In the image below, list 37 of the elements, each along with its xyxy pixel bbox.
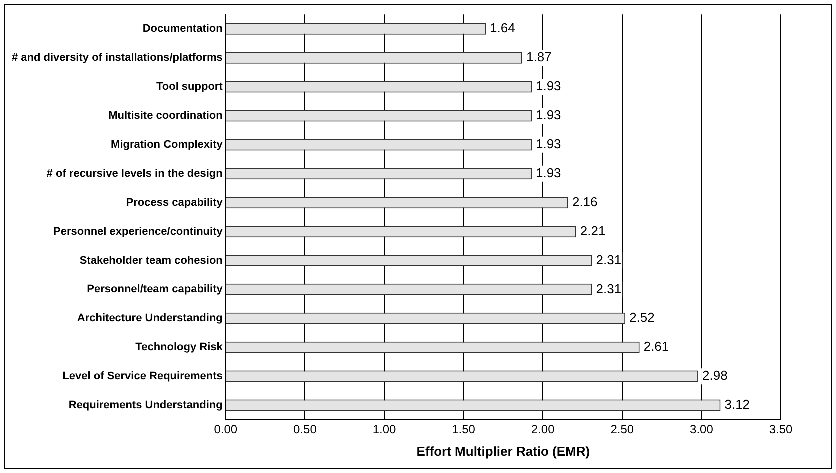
x-tick-label: 0.00: [214, 422, 238, 437]
x-axis-title: Effort Multiplier Ratio (EMR): [416, 444, 590, 459]
x-tick-label: 0.50: [294, 422, 318, 437]
y-tick-label: Personnel/team capability: [87, 284, 224, 296]
data-label: 2.61: [644, 339, 670, 354]
data-label: 1.93: [536, 108, 562, 123]
data-label: 2.21: [580, 223, 606, 238]
y-tick-label: Migration Complexity: [111, 138, 224, 151]
data-label: 2.16: [572, 194, 598, 210]
y-tick-label: # and diversity of installations/platforms: [12, 52, 223, 64]
data-label: 3.12: [724, 397, 750, 412]
y-tick-label: Level of Service Requirements: [62, 370, 223, 383]
data-label: 1.87: [526, 50, 552, 65]
y-tick-label: Personnel experience/continuity: [54, 226, 224, 238]
data-label: 1.93: [536, 165, 562, 180]
y-tick-label: Process capability: [126, 196, 224, 209]
y-tick-label: Architecture Understanding: [77, 312, 223, 325]
x-tick-label: 3.00: [690, 422, 714, 437]
y-tick-label: Requirements Understanding: [68, 400, 223, 412]
y-tick-label: Technology Risk: [136, 342, 224, 354]
x-tick-label: 3.50: [769, 422, 793, 437]
y-tick-label: Multisite coordination: [108, 110, 224, 122]
x-tick-label: 1.00: [372, 422, 396, 437]
data-label: 2.98: [702, 368, 728, 384]
data-label: 2.31: [596, 281, 622, 296]
x-tick-label: 2.50: [610, 422, 634, 437]
y-tick-label: Tool support: [156, 81, 224, 94]
y-tick-label: Stakeholder team cohesion: [80, 254, 224, 267]
data-label: 1.93: [536, 136, 562, 152]
data-label: 1.93: [536, 78, 562, 94]
x-tick-label: 1.50: [452, 422, 476, 437]
data-label: 2.52: [630, 310, 655, 326]
y-tick-label: # of recursive levels in the design: [46, 168, 224, 180]
data-label: 1.64: [490, 20, 516, 36]
data-label: 2.31: [596, 252, 622, 268]
y-tick-label: Documentation: [142, 23, 224, 36]
x-tick-label: 2.00: [531, 422, 556, 437]
